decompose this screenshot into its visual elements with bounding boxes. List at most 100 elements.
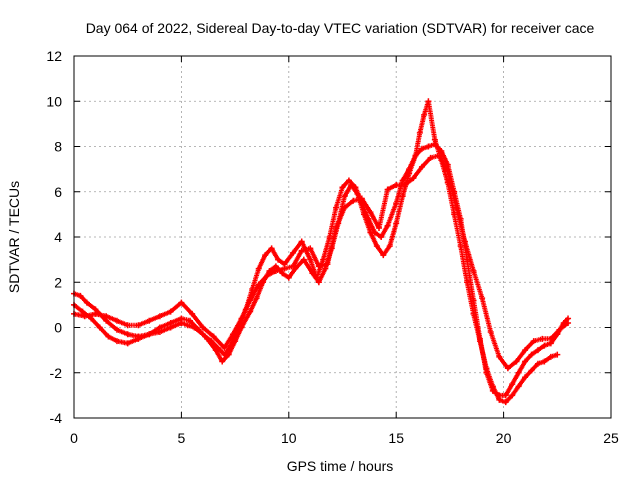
data-point — [255, 265, 262, 272]
data-point — [341, 204, 348, 211]
data-point — [264, 272, 271, 279]
data-point — [255, 281, 262, 288]
y-tick-label: 10 — [46, 93, 62, 109]
data-point — [103, 313, 110, 320]
data-point — [401, 181, 408, 188]
data-point — [487, 329, 494, 336]
data-point — [320, 256, 327, 263]
data-point — [421, 111, 428, 118]
data-point — [124, 322, 131, 329]
data-point — [221, 344, 228, 351]
y-tick-label: -4 — [50, 410, 63, 426]
series-markers — [71, 141, 570, 398]
data-point — [146, 331, 153, 338]
data-point — [522, 358, 529, 365]
data-point — [502, 399, 509, 406]
data-point — [333, 224, 340, 231]
data-point — [513, 358, 520, 365]
data-point — [502, 392, 509, 399]
y-axis-label: SDTVAR / TECUs — [6, 181, 22, 293]
data-point — [528, 367, 535, 374]
data-point — [189, 310, 196, 317]
data-point — [509, 381, 516, 388]
data-point — [416, 129, 423, 136]
data-point — [167, 308, 174, 315]
data-point — [225, 351, 232, 358]
data-point — [470, 267, 477, 274]
x-tick-label: 20 — [496, 430, 512, 446]
data-point — [431, 136, 438, 143]
data-point — [515, 383, 522, 390]
data-point — [195, 326, 202, 333]
data-point — [464, 279, 471, 286]
data-point — [178, 315, 185, 322]
data-point — [522, 374, 529, 381]
data-point — [272, 267, 279, 274]
data-point — [530, 338, 537, 345]
data-point — [556, 326, 563, 333]
series-trace-a — [71, 141, 572, 399]
data-point — [345, 177, 352, 184]
data-point — [376, 224, 383, 231]
data-point — [281, 265, 288, 272]
data-point — [156, 324, 163, 331]
data-point — [124, 340, 131, 347]
data-point — [212, 347, 219, 354]
data-point — [135, 335, 142, 342]
data-point — [290, 249, 297, 256]
data-point — [393, 220, 400, 227]
data-point — [204, 335, 211, 342]
data-point — [496, 396, 503, 403]
data-point — [275, 256, 282, 263]
data-point — [418, 163, 425, 170]
series-trace-b — [71, 98, 561, 406]
y-tick-label: 12 — [46, 48, 62, 64]
data-point — [479, 295, 486, 302]
grid — [74, 56, 611, 418]
data-point — [461, 238, 468, 245]
series-trace-c — [71, 152, 572, 372]
data-point — [113, 317, 120, 324]
data-point — [483, 365, 490, 372]
y-tick-label: 8 — [54, 139, 62, 155]
data-point — [350, 197, 357, 204]
data-point — [354, 191, 361, 198]
y-tick-label: 6 — [54, 184, 62, 200]
data-point — [199, 324, 206, 331]
data-point — [298, 238, 305, 245]
data-point — [113, 338, 120, 345]
y-tick-label: 2 — [54, 274, 62, 290]
data-point — [247, 297, 254, 304]
y-tick-label: 0 — [54, 320, 62, 336]
data-point — [547, 335, 554, 342]
data-point — [541, 358, 548, 365]
x-axis-label: GPS time / hours — [287, 458, 394, 474]
data-point — [418, 145, 425, 152]
data-point — [539, 335, 546, 342]
data-point — [373, 243, 380, 250]
x-tick-label: 0 — [70, 430, 78, 446]
data-point — [238, 324, 245, 331]
data-point — [285, 274, 292, 281]
data-point — [298, 247, 305, 254]
data-point — [358, 195, 365, 202]
data-point — [135, 322, 142, 329]
data-point — [232, 338, 239, 345]
data-point — [341, 193, 348, 200]
data-point — [124, 331, 131, 338]
data-point — [262, 252, 269, 259]
data-point — [315, 263, 322, 270]
data-point — [453, 204, 460, 211]
data-point — [178, 299, 185, 306]
data-point — [156, 313, 163, 320]
data-point — [367, 209, 374, 216]
data-point — [92, 310, 99, 317]
data-point — [541, 342, 548, 349]
data-point — [77, 292, 84, 299]
data-point — [547, 353, 554, 360]
data-point — [504, 365, 511, 372]
data-point — [229, 331, 236, 338]
data-point — [444, 168, 451, 175]
data-point — [360, 211, 367, 218]
data-point — [427, 154, 434, 161]
